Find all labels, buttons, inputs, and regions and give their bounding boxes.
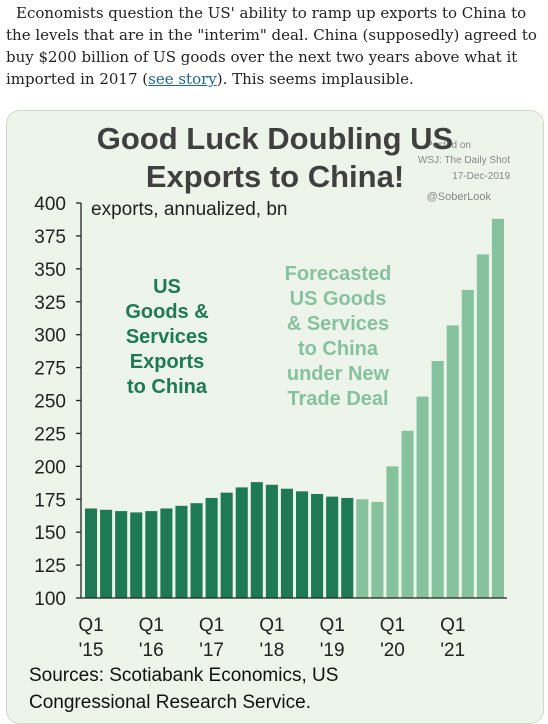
annotation-actual-line: US: [153, 276, 181, 298]
x-tick-quarter: Q1: [259, 615, 284, 636]
bar-actual: [235, 487, 248, 598]
annotation-forecast-line: under New: [287, 363, 390, 385]
credit-posted: Posted on: [426, 140, 471, 151]
y-tick-label: 125: [34, 556, 66, 577]
y-tick-label: 375: [34, 227, 66, 248]
annotation-forecast-line: Forecasted: [285, 263, 392, 285]
bar-forecast: [446, 325, 459, 598]
x-tick-year: '16: [139, 640, 164, 661]
credit: Posted on WSJ: The Daily Shot 17-Dec-201…: [418, 140, 511, 203]
bar-forecast: [431, 361, 444, 598]
bar-actual: [326, 496, 339, 598]
bar-forecast: [416, 396, 429, 598]
bar-forecast: [371, 501, 384, 598]
y-tick-label: 100: [34, 589, 66, 610]
y-tick-label: 200: [34, 457, 66, 478]
annotation-actual-line: to China: [127, 376, 208, 398]
y-tick-label: 300: [34, 326, 66, 347]
intro-text-1: Economists question the US' ability to r…: [6, 4, 537, 88]
units-label: exports, annualized, bn: [91, 199, 287, 220]
bar-actual: [205, 497, 218, 598]
y-tick-label: 400: [34, 194, 66, 215]
see-story-link[interactable]: see story: [148, 70, 217, 88]
annotation-forecast-line: Trade Deal: [287, 388, 388, 410]
x-tick-year: '19: [320, 640, 345, 661]
chart-card: Posted on WSJ: The Daily Shot 17-Dec-201…: [6, 110, 544, 724]
y-tick-label: 325: [34, 293, 66, 314]
annotation-forecast-line: to China: [298, 338, 379, 360]
bar-actual: [341, 497, 354, 598]
bar-forecast: [461, 289, 474, 598]
x-tick-quarter: Q1: [380, 615, 405, 636]
bar-actual: [145, 511, 158, 598]
chart-title-line-2: Exports to China!: [146, 159, 404, 194]
bar-actual: [250, 482, 263, 598]
chart: Posted on WSJ: The Daily Shot 17-Dec-201…: [29, 121, 511, 713]
x-axis: Q1 '15 Q1 '16 Q1 '17 Q1 '18 Q1 '19 Q1 '20 Q1 '21: [78, 597, 507, 661]
bar-actual: [190, 503, 203, 598]
x-tick-quarter: Q1: [139, 615, 164, 636]
x-tick-year: '21: [440, 640, 465, 661]
x-tick-year: '15: [79, 640, 104, 661]
y-tick-label: 250: [34, 392, 66, 413]
annotation-actual: US Goods & Services Exports to China: [125, 276, 208, 398]
bar-actual: [175, 505, 188, 598]
bar-actual: [311, 493, 324, 598]
bar-forecast: [476, 254, 489, 598]
x-tick-year: '17: [199, 640, 224, 661]
sources-line-2: Congressional Research Service.: [29, 692, 311, 713]
chart-title: Good Luck Doubling US Exports to China!: [97, 121, 453, 194]
bar-actual: [160, 508, 173, 598]
y-tick-label: 225: [34, 424, 66, 445]
bar-forecast: [386, 466, 399, 598]
article-intro: Economists question the US' ability to r…: [6, 2, 544, 90]
y-tick-label: 175: [34, 490, 66, 511]
x-tick-quarter: Q1: [319, 615, 344, 636]
y-tick-label: 350: [34, 260, 66, 281]
sources-line-1: Sources: Scotiabank Economics, US: [29, 665, 338, 686]
bar-actual: [85, 508, 98, 598]
annotation-forecast-line: US Goods: [290, 288, 387, 310]
bar-actual: [296, 491, 309, 598]
credit-date: 17-Dec-2019: [452, 171, 510, 182]
bar-actual: [265, 484, 278, 598]
x-tick-quarter: Q1: [440, 615, 465, 636]
chart-title-line-1: Good Luck Doubling US: [97, 121, 453, 156]
credit-handle: @SoberLook: [427, 191, 492, 203]
annotation-actual-line: Goods &: [125, 301, 208, 323]
bar-actual: [280, 488, 293, 598]
x-tick-year: '20: [380, 640, 405, 661]
bar-actual: [100, 509, 113, 598]
bars: [85, 218, 504, 599]
annotation-actual-line: Services: [126, 326, 208, 348]
annotation-actual-line: Exports: [130, 351, 204, 373]
y-tick-label: 150: [34, 523, 66, 544]
bar-forecast: [401, 430, 414, 598]
bar-forecast: [491, 218, 504, 599]
bar-actual: [115, 511, 128, 598]
annotation-forecast-line: & Services: [287, 313, 389, 335]
x-tick-quarter: Q1: [78, 615, 103, 636]
y-tick-label: 275: [34, 359, 66, 380]
annotation-forecast: Forecasted US Goods & Services to China unde…: [285, 263, 392, 410]
x-tick-year: '18: [260, 640, 285, 661]
y-axis: 100 125 150 175 200 225 250 275 300 325 350 375 400: [34, 194, 82, 610]
x-tick-quarter: Q1: [199, 615, 224, 636]
bar-actual: [130, 512, 143, 598]
bar-actual: [220, 492, 233, 598]
intro-text-2: ). This seems implausible.: [216, 70, 414, 88]
bar-forecast: [356, 499, 369, 598]
credit-source: WSJ: The Daily Shot: [418, 155, 510, 166]
